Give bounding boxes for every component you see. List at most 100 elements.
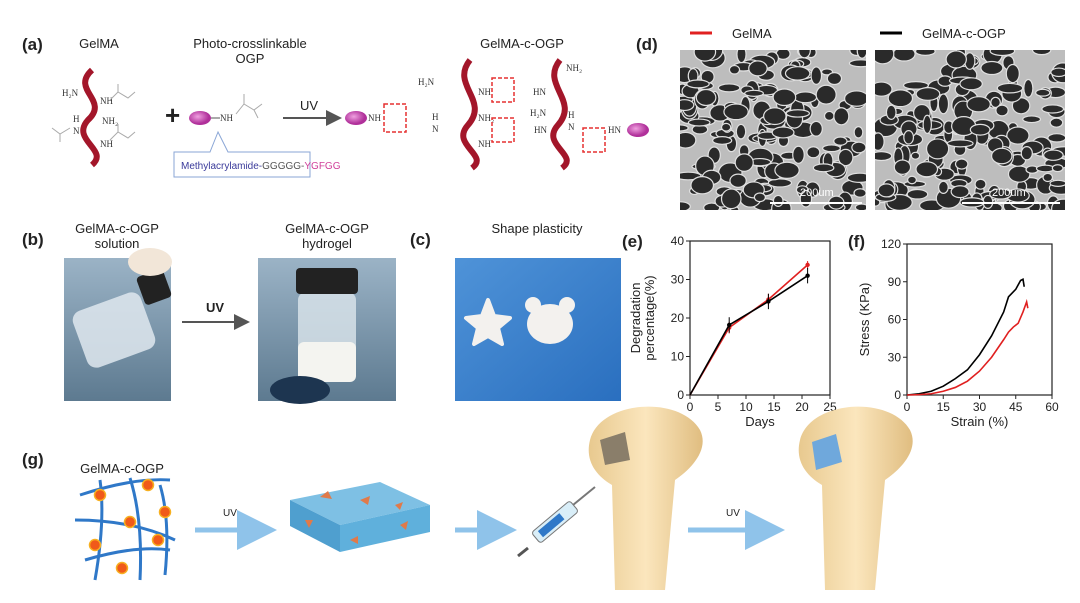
group-label: NH₂ xyxy=(102,116,118,126)
crosslink-box xyxy=(383,103,407,133)
stress-strain-chart: (f) 0 15 30 45 60 0 30 60 90 120 Strain (%) Stress … xyxy=(848,232,1059,429)
panel-e-label: (e) xyxy=(622,232,643,251)
polymer-network-icon xyxy=(74,477,176,581)
group-label: H xyxy=(432,112,439,122)
ogp-title-line2: OGP xyxy=(236,51,265,66)
group-label: NH xyxy=(100,96,113,106)
sem-pore xyxy=(784,66,811,81)
sem-pore xyxy=(875,50,895,65)
series-line-gelma xyxy=(906,298,1029,396)
sem-pore xyxy=(892,50,916,62)
ogp-node xyxy=(151,533,165,547)
ogp-node xyxy=(158,505,172,519)
panel-a: (a) GelMA Photo-crosslinkable OGP GelMA-… xyxy=(22,35,649,178)
x-tick-label: 0 xyxy=(687,400,694,414)
sem-pore xyxy=(877,183,896,198)
panel-g: (g) GelMA-c-OGP UV UV xyxy=(22,406,913,590)
sem-pore xyxy=(792,145,805,164)
group-label: H xyxy=(73,114,80,124)
gelma-title: GelMA xyxy=(79,36,119,51)
x-tick-label: 15 xyxy=(937,400,951,414)
sequence-callout xyxy=(173,130,311,178)
hydrogel-block-icon xyxy=(290,482,430,552)
y-tick-label: 10 xyxy=(671,350,685,364)
y-axis-label-group: Stress (KPa) xyxy=(857,283,872,357)
x-tick-label: 60 xyxy=(1045,400,1059,414)
sem-pore xyxy=(945,50,967,69)
sem-image-gelma xyxy=(680,50,866,210)
y-tick-label: 0 xyxy=(894,388,901,402)
sem-pore xyxy=(1035,88,1051,97)
gelma-helix-icon xyxy=(80,67,100,168)
sem-pore xyxy=(837,148,854,167)
sequence-part3: YGFGG xyxy=(304,161,340,172)
sem-pore xyxy=(748,60,768,77)
sem-pore xyxy=(680,201,691,210)
x-tick-label: 20 xyxy=(795,400,809,414)
data-point-gelma-c-ogp xyxy=(727,322,732,328)
legend-label-gelma-c-ogp: GelMA-c-OGP xyxy=(922,26,1006,41)
sem-pore xyxy=(729,173,747,188)
data-point-gelma xyxy=(805,262,810,268)
y-tick-label: 0 xyxy=(677,388,684,402)
polymer-chain xyxy=(79,478,171,497)
sem-pore xyxy=(703,202,721,210)
sem-pore xyxy=(763,107,787,126)
sem-pore xyxy=(915,87,941,101)
panel-c: (c) Shape plasticity xyxy=(410,221,621,401)
group-label: NH xyxy=(478,87,491,97)
sem-pore xyxy=(844,90,866,107)
solution-title-line2: solution xyxy=(95,236,140,251)
sem-pore xyxy=(767,178,793,188)
sem-pore xyxy=(846,172,866,183)
group-label: NH xyxy=(478,139,491,149)
sem-pore xyxy=(875,132,885,152)
star-hydrogel-icon xyxy=(464,298,512,346)
polymer-chain xyxy=(128,477,143,581)
panel-b-label: (b) xyxy=(22,230,44,249)
y-tick-label: 40 xyxy=(671,234,685,248)
x-tick-label: 5 xyxy=(715,400,722,414)
sem-pore xyxy=(772,194,784,207)
product-helix-icon xyxy=(550,58,570,171)
y-axis-label-line2: percentage(%) xyxy=(642,275,657,360)
methacryl-group-icon xyxy=(51,84,136,142)
ogp-node xyxy=(123,515,137,529)
sem-pore xyxy=(1023,78,1034,98)
sem-pore xyxy=(875,151,893,162)
sem-pore xyxy=(1043,149,1064,161)
ogp-node xyxy=(88,538,102,552)
legend-label-gelma: GelMA xyxy=(732,26,772,41)
data-point-gelma-c-ogp xyxy=(766,299,771,304)
sem-pore xyxy=(1051,198,1065,210)
sem-pore xyxy=(687,118,711,127)
sem-pore xyxy=(690,176,715,195)
series-line-gelma xyxy=(689,264,809,396)
sem-pore xyxy=(954,158,969,170)
sem-pore xyxy=(693,50,717,62)
panel-f-label: (f) xyxy=(848,232,865,251)
y-tick-label: 30 xyxy=(671,273,685,287)
sem-pore xyxy=(793,91,818,104)
sem-pore xyxy=(774,161,800,179)
x-tick-label: 15 xyxy=(767,400,781,414)
sem-pore xyxy=(914,50,936,56)
sem-pore xyxy=(717,83,741,93)
sem-pore xyxy=(885,104,897,120)
methacrylamide-group-icon xyxy=(235,94,263,119)
group-label: H₂N xyxy=(62,88,79,98)
sem-pore xyxy=(995,104,1009,117)
sequence-part2: GGGGG- xyxy=(262,161,304,172)
sem-pore xyxy=(680,99,695,112)
y-tick-label: 120 xyxy=(881,237,901,251)
panel-d-label: (d) xyxy=(636,35,658,54)
shape-plasticity-title: Shape plasticity xyxy=(491,221,583,236)
panel-b: (b) GelMA-c-OGP solution GelMA-c-OGP hyd… xyxy=(22,221,396,404)
sem-pore xyxy=(728,64,741,75)
hydrogel-title-line2: hydrogel xyxy=(302,236,352,251)
sem-pore xyxy=(875,81,893,97)
solution-title-line1: GelMA-c-OGP xyxy=(75,221,159,236)
y-tick-label: 90 xyxy=(888,275,902,289)
group-label: NH xyxy=(368,113,381,123)
